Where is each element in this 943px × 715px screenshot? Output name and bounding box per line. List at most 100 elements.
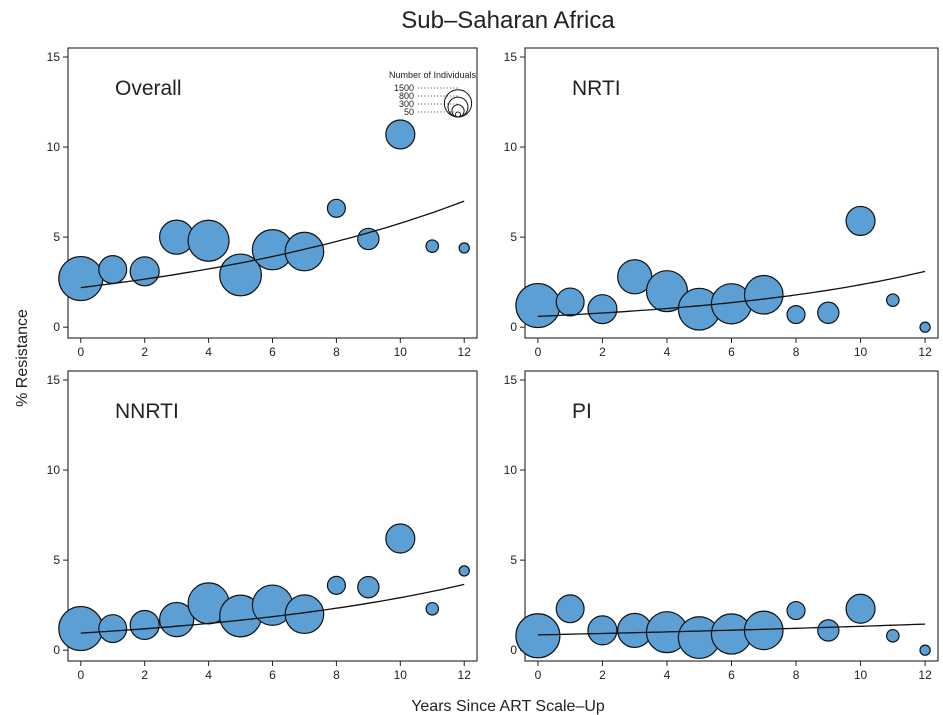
bubble-point [845, 205, 876, 237]
bubble-point [786, 600, 806, 621]
bubble-point [645, 270, 689, 313]
x-tick-label: 10 [854, 345, 868, 359]
panel-nrti: 0 5 10 15 0 2 4 6 8 10 12 NRTI [504, 47, 939, 359]
trend-line [537, 270, 926, 318]
panel-label-nnrti: NNRTI [115, 400, 179, 423]
bubble-point [743, 274, 784, 315]
bubble-point [919, 321, 931, 333]
bubble-point [357, 227, 380, 251]
y-tick-label: 0 [510, 320, 517, 334]
bubble-point [385, 119, 416, 150]
x-tick-label: 2 [599, 668, 606, 682]
bubble-point [326, 198, 346, 218]
x-axis-title: Years Since ART Scale–Up [411, 698, 605, 715]
x-tick-label: 6 [269, 345, 276, 359]
bubble-point [58, 255, 104, 302]
legend-circle [455, 111, 461, 118]
y-tick-label: 5 [510, 230, 517, 244]
legend-label: 50 [404, 107, 414, 117]
y-tick-label: 0 [53, 320, 60, 334]
legend-circle [451, 104, 465, 118]
x-tick-label: 2 [141, 345, 148, 359]
y-tick-label: 15 [47, 373, 61, 387]
y-tick-label: 5 [53, 230, 60, 244]
chart-title: Sub–Saharan Africa [401, 7, 615, 34]
x-tick-label: 12 [918, 668, 932, 682]
y-tick-label: 10 [504, 463, 518, 477]
y-tick-label: 15 [504, 50, 518, 64]
x-tick-label: 6 [269, 668, 276, 682]
bubble-point [886, 628, 900, 643]
y-tick-label: 5 [53, 553, 60, 567]
bubble-point [786, 305, 806, 325]
bubble-point [515, 613, 561, 659]
x-tick-label: 4 [664, 668, 671, 682]
panel-label-nrti: NRTI [572, 77, 621, 100]
bubble-point [845, 593, 876, 624]
x-tick-label: 4 [205, 668, 212, 682]
bubble-point [587, 294, 618, 325]
x-tick-label: 6 [728, 668, 735, 682]
bubble-point [425, 239, 440, 253]
y-tick-label: 10 [47, 463, 61, 477]
bubble-point [129, 256, 160, 287]
trend-line [80, 200, 465, 289]
panel-label-overall: Overall [115, 77, 182, 100]
x-tick-label: 4 [664, 345, 671, 359]
bubble-point [98, 255, 128, 285]
x-tick-label: 10 [854, 668, 868, 682]
panel-grid: 0 5 10 15 0 2 4 6 8 10 12 Overall 0 5 10 15 0 2 4 6 8 10 12 NRT… [47, 47, 939, 682]
x-tick-label: 8 [793, 345, 800, 359]
x-tick-label: 2 [599, 345, 606, 359]
panel-pi: 0 5 10 15 0 2 4 6 8 10 12 PI [504, 370, 939, 682]
bubble-point [458, 242, 470, 254]
x-tick-label: 8 [333, 345, 340, 359]
x-tick-label: 12 [918, 345, 932, 359]
x-tick-label: 0 [535, 668, 542, 682]
bubble-point [886, 293, 900, 307]
bubble-point [187, 219, 230, 262]
y-tick-label: 15 [504, 373, 518, 387]
x-tick-label: 4 [205, 345, 212, 359]
x-tick-label: 0 [535, 345, 542, 359]
bubble-point [58, 605, 104, 652]
x-tick-label: 12 [458, 345, 472, 359]
x-tick-label: 6 [728, 345, 735, 359]
x-tick-label: 2 [141, 668, 148, 682]
bubble-point [326, 575, 346, 595]
trend-line [537, 623, 926, 636]
bubble-point [284, 594, 325, 635]
bubble-point [919, 644, 931, 656]
bubble-point [158, 601, 195, 638]
bubble-point [515, 282, 561, 329]
bubble-point [425, 601, 440, 616]
y-tick-label: 5 [510, 553, 517, 567]
bubble-point [129, 609, 160, 641]
bubble-point [817, 301, 840, 325]
bubble-point [743, 610, 784, 651]
legend-circle [447, 96, 469, 118]
bubble-point [817, 619, 840, 642]
x-tick-label: 0 [77, 345, 84, 359]
x-tick-label: 10 [394, 345, 408, 359]
legend-label: 800 [399, 91, 414, 101]
y-tick-label: 0 [53, 643, 60, 657]
x-tick-label: 8 [793, 668, 800, 682]
panel-label-pi: PI [572, 400, 592, 423]
panel-nnrti: 0 5 10 15 0 2 4 6 8 10 12 NNRTI [47, 370, 478, 682]
x-tick-label: 12 [458, 668, 472, 682]
bubble-point [555, 594, 585, 624]
y-tick-label: 15 [47, 50, 61, 64]
y-tick-label: 10 [504, 140, 518, 154]
legend-label: 1500 [394, 83, 414, 93]
y-axis-title: % Resistance [14, 309, 31, 407]
panel-overall: 0 5 10 15 0 2 4 6 8 10 12 Overall [47, 47, 478, 359]
bubble-point [284, 231, 325, 272]
bubble-point [555, 287, 585, 317]
legend-title: Number of Individuals [389, 70, 477, 80]
bubble-point [98, 614, 128, 644]
bubble-point [385, 523, 416, 554]
y-tick-label: 0 [510, 643, 517, 657]
